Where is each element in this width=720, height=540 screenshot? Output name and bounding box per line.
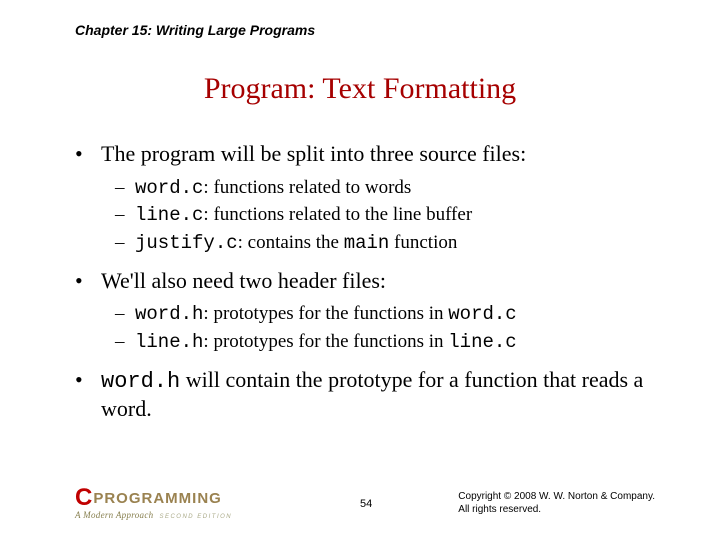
footer: C PROGRAMMING A Modern Approach SECOND ED… xyxy=(75,480,655,520)
bullet-text: line.h: prototypes for the functions in … xyxy=(135,330,655,355)
logo-programming-text: PROGRAMMING xyxy=(93,490,222,507)
bullet-level2: – word.h: prototypes for the functions i… xyxy=(115,302,655,327)
code-text: word.h xyxy=(101,369,180,394)
code-text: line.c xyxy=(448,331,516,353)
code-text: word.h xyxy=(135,303,203,325)
bullet-text: We'll also need two header files: xyxy=(101,267,655,295)
logo-edition: SECOND EDITION xyxy=(159,514,232,520)
bullet-text: word.h will contain the prototype for a … xyxy=(101,366,655,423)
plain-text: : prototypes for the functions in xyxy=(203,331,448,352)
bullet-text: word.h: prototypes for the functions in … xyxy=(135,302,655,327)
code-text: word.c xyxy=(135,177,203,199)
plain-text: : functions related to the line buffer xyxy=(203,204,472,225)
copyright-line2: All rights reserved. xyxy=(458,503,655,516)
code-text: line.h xyxy=(135,331,203,353)
content-area: • The program will be split into three s… xyxy=(75,140,655,431)
bullet-marker: • xyxy=(75,267,101,295)
logo-main-row: C PROGRAMMING xyxy=(75,484,232,512)
plain-text: : functions related to words xyxy=(203,177,411,198)
code-text: word.c xyxy=(448,303,516,325)
bullet-level2: – word.c: functions related to words xyxy=(115,176,655,201)
page-number: 54 xyxy=(360,498,372,510)
chapter-header: Chapter 15: Writing Large Programs xyxy=(75,22,315,38)
slide-title: Program: Text Formatting xyxy=(0,72,720,106)
bullet-text: The program will be split into three sou… xyxy=(101,140,655,168)
copyright-text: Copyright © 2008 W. W. Norton & Company.… xyxy=(458,490,655,516)
logo-subtitle-text: A Modern Approach xyxy=(75,510,153,520)
plain-text: will contain the prototype for a functio… xyxy=(101,367,643,422)
plain-text: : prototypes for the functions in xyxy=(203,303,448,324)
dash-marker: – xyxy=(115,231,135,256)
dash-marker: – xyxy=(115,176,135,201)
logo-subtitle: A Modern Approach SECOND EDITION xyxy=(75,510,232,520)
bullet-level1: • word.h will contain the prototype for … xyxy=(75,366,655,423)
bullet-level1: • The program will be split into three s… xyxy=(75,140,655,168)
code-text: justify.c xyxy=(135,232,238,254)
dash-marker: – xyxy=(115,330,135,355)
bullet-level1: • We'll also need two header files: xyxy=(75,267,655,295)
bullet-text: justify.c: contains the main function xyxy=(135,231,655,256)
bullet-text: word.c: functions related to words xyxy=(135,176,655,201)
bullet-marker: • xyxy=(75,366,101,423)
bullet-marker: • xyxy=(75,140,101,168)
bullet-level2: – line.c: functions related to the line … xyxy=(115,203,655,228)
dash-marker: – xyxy=(115,203,135,228)
book-logo: C PROGRAMMING A Modern Approach SECOND ED… xyxy=(75,484,232,520)
logo-c-letter: C xyxy=(75,484,91,512)
plain-text: function xyxy=(389,232,457,253)
copyright-line1: Copyright © 2008 W. W. Norton & Company. xyxy=(458,490,655,503)
code-text: main xyxy=(344,232,390,254)
bullet-text: line.c: functions related to the line bu… xyxy=(135,203,655,228)
dash-marker: – xyxy=(115,302,135,327)
bullet-level2: – line.h: prototypes for the functions i… xyxy=(115,330,655,355)
plain-text: : contains the xyxy=(238,232,344,253)
code-text: line.c xyxy=(135,204,203,226)
bullet-level2: – justify.c: contains the main function xyxy=(115,231,655,256)
